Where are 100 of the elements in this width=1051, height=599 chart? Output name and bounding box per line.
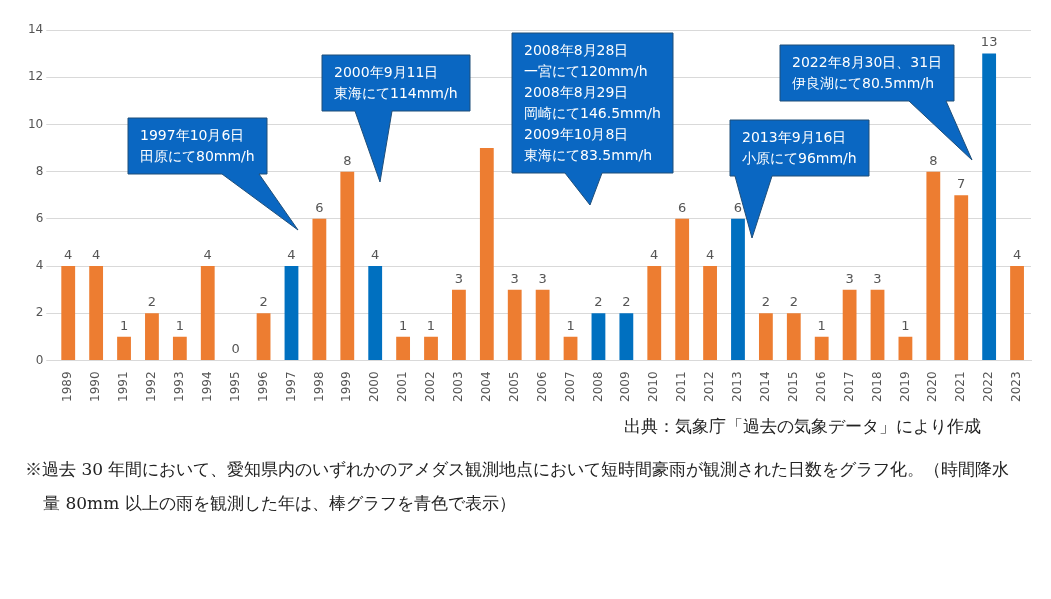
x-tick-label: 2023 — [1009, 371, 1024, 403]
x-tick-label: 1992 — [144, 371, 159, 403]
y-tick-label: 0 — [35, 352, 44, 367]
bar — [926, 171, 941, 360]
bar — [758, 313, 773, 360]
x-tick-label: 1991 — [116, 371, 131, 403]
x-tick-label: 2007 — [562, 371, 577, 403]
data-label: 2 — [761, 294, 771, 310]
data-label: 7 — [957, 176, 966, 192]
data-label: 1 — [398, 317, 408, 333]
bar — [172, 336, 187, 360]
bar — [814, 336, 829, 360]
x-tick-label: 2022 — [981, 371, 996, 403]
x-tick-label: 2001 — [395, 371, 410, 403]
x-tick-label: 2008 — [590, 371, 605, 403]
bar — [842, 289, 857, 360]
data-label: 2 — [259, 294, 268, 310]
data-label: 3 — [538, 270, 547, 286]
bar — [452, 289, 466, 360]
data-label: 1 — [566, 317, 575, 333]
data-label: 0 — [231, 341, 240, 357]
data-label: 4 — [1012, 246, 1022, 262]
data-label: 3 — [454, 270, 464, 286]
bar — [145, 313, 159, 360]
bar — [703, 266, 717, 360]
data-label: 4 — [91, 246, 101, 262]
data-label: 4 — [650, 246, 659, 262]
annotation: 2008年8月28日一宮にて120mm/h2008年8月29日岡崎にて146.5mm/h2009年10月8日東海にて83.5mm/h — [524, 41, 661, 165]
x-tick-label: 2015 — [785, 371, 800, 403]
y-tick-label: 8 — [35, 163, 44, 178]
data-label: 1 — [426, 317, 436, 333]
x-tick-label: 2021 — [953, 371, 968, 403]
bar — [396, 336, 411, 360]
y-tick-label: 10 — [27, 116, 44, 131]
x-tick-label: 2019 — [897, 371, 912, 403]
bar — [591, 313, 606, 360]
x-tick-label: 1999 — [339, 371, 354, 403]
annotation: 2013年9月16日小原にて96mm/h — [742, 128, 857, 168]
annotation: 2022年8月30日、31日伊良湖にて80.5mm/h — [792, 53, 943, 93]
bar — [200, 266, 215, 360]
data-label: 6 — [678, 199, 687, 215]
bar — [954, 195, 969, 360]
bar — [982, 53, 997, 360]
x-tick-label: 2002 — [423, 371, 438, 403]
data-label: 13 — [980, 34, 998, 50]
y-tick-label: 6 — [35, 210, 44, 225]
x-tick-label: 2000 — [367, 371, 382, 403]
x-tick-label: 1995 — [227, 371, 242, 403]
data-label: 2 — [594, 294, 603, 310]
data-label: 8 — [929, 152, 938, 168]
x-tick-label: 2006 — [534, 371, 549, 403]
bar — [563, 336, 578, 360]
data-label: 3 — [510, 270, 519, 286]
data-label: 3 — [873, 270, 882, 286]
data-label: 4 — [371, 246, 380, 262]
x-tick-label: 2011 — [674, 371, 689, 403]
annotation: 1997年10月6日田原にて80mm/h — [140, 126, 255, 166]
bar — [424, 336, 438, 360]
x-tick-label: 1990 — [88, 371, 103, 403]
bar — [786, 313, 801, 360]
y-tick-label: 14 — [27, 22, 44, 37]
x-tick-label: 2014 — [758, 371, 773, 403]
x-tick-label: 1994 — [199, 371, 214, 403]
bar — [619, 313, 634, 360]
data-label: 2 — [622, 294, 631, 310]
data-label: 6 — [733, 199, 743, 215]
data-label: 1 — [175, 317, 184, 333]
bar — [340, 171, 355, 360]
x-tick-label: 1989 — [60, 371, 75, 403]
data-label: 3 — [845, 270, 854, 286]
bar — [675, 218, 690, 360]
x-tick-label: 2009 — [618, 371, 633, 403]
annotation: 2000年9月11日東海にて114mm/h — [334, 63, 458, 103]
data-label: 4 — [203, 246, 212, 262]
source-note: 出典：気象庁「過去の気象データ」により作成 — [623, 415, 982, 438]
data-label: 8 — [343, 152, 352, 168]
bar — [1010, 266, 1024, 360]
bar — [507, 289, 522, 360]
x-tick-label: 2016 — [813, 371, 828, 403]
data-label: 1 — [817, 317, 826, 333]
bar — [256, 313, 271, 360]
x-tick-label: 1996 — [255, 371, 270, 403]
bar — [368, 266, 383, 360]
x-tick-label: 1998 — [311, 371, 326, 403]
bar — [284, 266, 299, 360]
x-tick-label: 2004 — [478, 371, 493, 403]
x-tick-label: 2010 — [646, 371, 661, 403]
x-tick-label: 2020 — [925, 371, 940, 403]
bar — [731, 218, 745, 360]
x-tick-label: 2003 — [451, 371, 466, 403]
bar — [479, 148, 494, 360]
data-label: 4 — [64, 246, 73, 262]
data-label: 1 — [901, 317, 910, 333]
text: ※過去 30 年間において、愛知県内のいずれかのアメダス観測地点において短時間豪雨が観測された日数をグラフ化。（時間降水量 80mm 以上の雨を観測した年は、棒グラフを青色で表示） — [24, 458, 1011, 515]
data-label: 1 — [119, 317, 129, 333]
bar — [312, 218, 327, 360]
data-label: 4 — [705, 246, 715, 262]
x-tick-label: 2017 — [841, 371, 856, 403]
x-tick-label: 2012 — [702, 371, 717, 403]
x-tick-label: 2013 — [730, 371, 745, 403]
